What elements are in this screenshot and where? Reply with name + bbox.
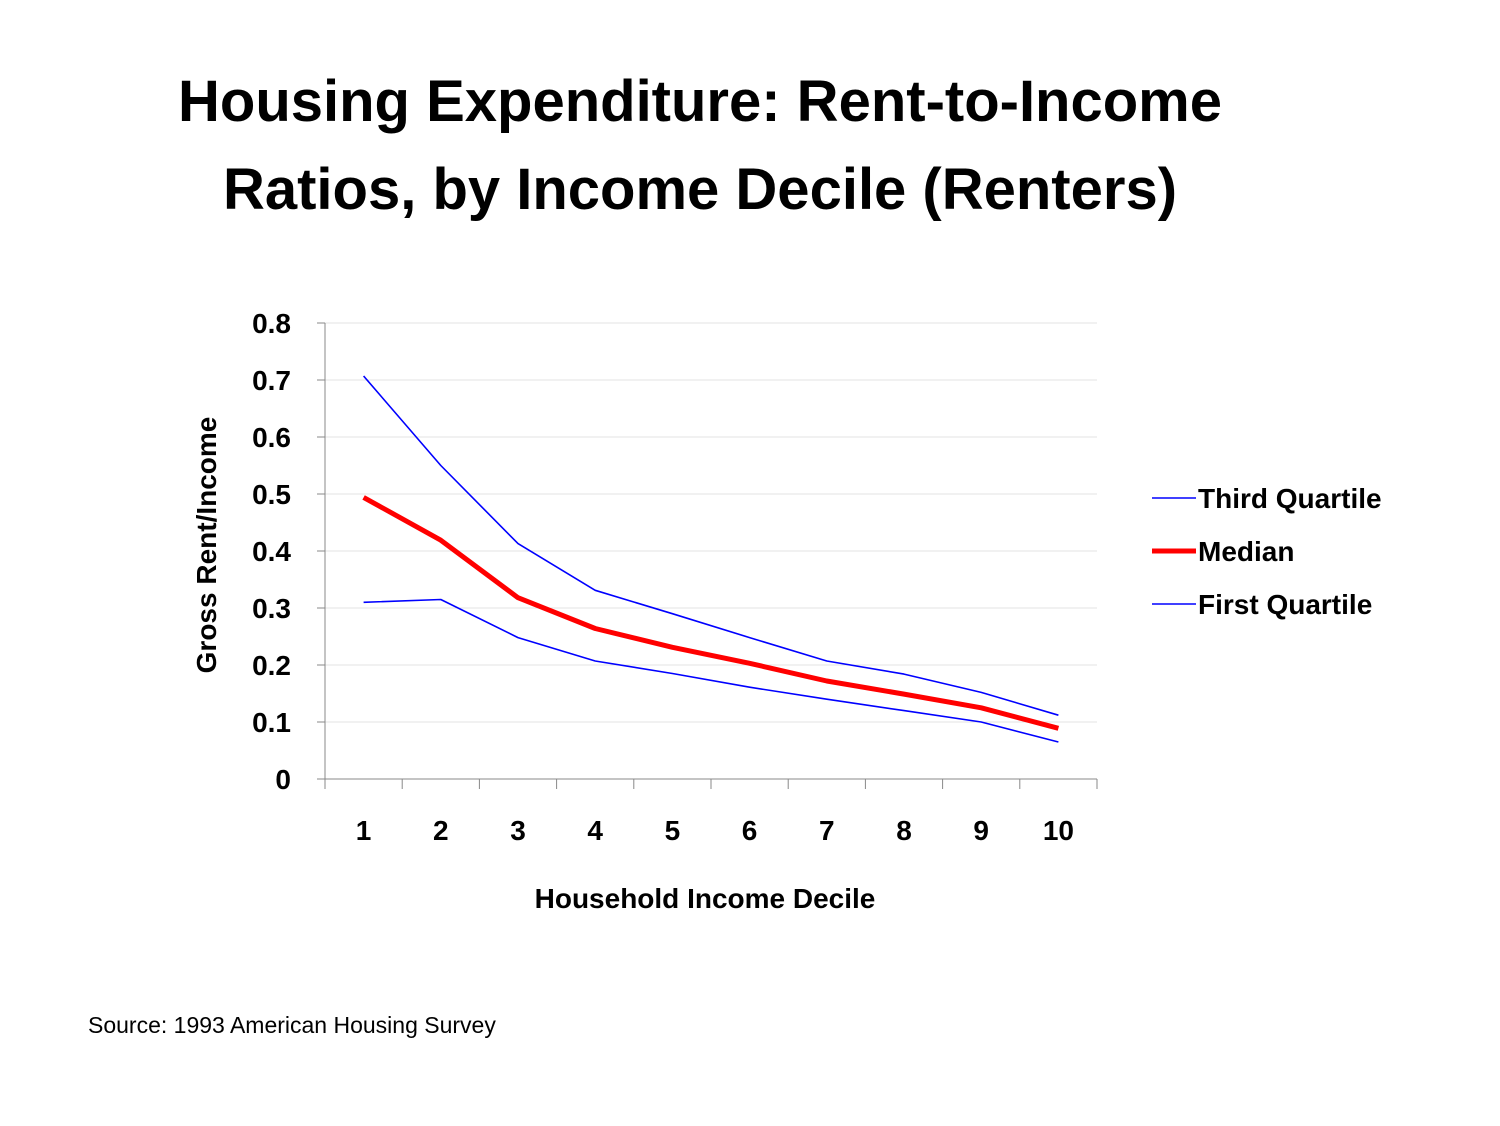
y-axis-title: Gross Rent/Income (191, 417, 222, 674)
y-tick-label: 0.1 (252, 707, 291, 738)
axes: 0 0.1 0.2 0.3 0.4 0.5 0.6 0.7 0.8 1 2 3 4 5 6 7 8 9 10 (252, 308, 1098, 846)
slide-title: Housing Expenditure: Rent-to-Income Rati… (0, 58, 1400, 234)
legend-label-third-quartile: Third Quartile (1198, 483, 1382, 514)
source-note: Source: 1993 American Housing Survey (88, 1012, 496, 1038)
y-tick-label: 0.2 (252, 650, 291, 681)
series-lines (362, 375, 1060, 743)
legend: Third Quartile Median First Quartile (1152, 483, 1382, 620)
y-tick-label: 0.4 (252, 536, 291, 567)
x-tick-label: 2 (433, 815, 449, 846)
y-tick-label: 0 (275, 764, 291, 795)
gridlines (325, 322, 1097, 723)
y-tick-label: 0.3 (252, 593, 291, 624)
y-tick-label: 0.8 (252, 308, 291, 339)
x-tick-label: 6 (742, 815, 758, 846)
series-line-first-quartile (363, 598, 1059, 743)
x-tick-label: 5 (665, 815, 681, 846)
x-tick-label: 10 (1043, 815, 1074, 846)
x-tick-label: 8 (896, 815, 912, 846)
series-line-median (362, 495, 1060, 731)
y-tick-label: 0.7 (252, 365, 291, 396)
title-line-2: Ratios, by Income Decile (Renters) (222, 157, 1178, 222)
y-tick-label: 0.5 (252, 479, 291, 510)
x-tick-label: 7 (819, 815, 835, 846)
legend-label-first-quartile: First Quartile (1198, 589, 1372, 620)
x-tick-label: 3 (510, 815, 526, 846)
x-tick-label: 1 (356, 815, 372, 846)
x-tick-label: 9 (973, 815, 989, 846)
title-line-1: Housing Expenditure: Rent-to-Income (178, 69, 1222, 134)
y-tick-label: 0.6 (252, 422, 291, 453)
legend-label-median: Median (1198, 536, 1294, 567)
x-axis-title: Household Income Decile (535, 883, 876, 914)
series-line-third-quartile (362, 375, 1059, 716)
x-tick-label: 4 (587, 815, 603, 846)
